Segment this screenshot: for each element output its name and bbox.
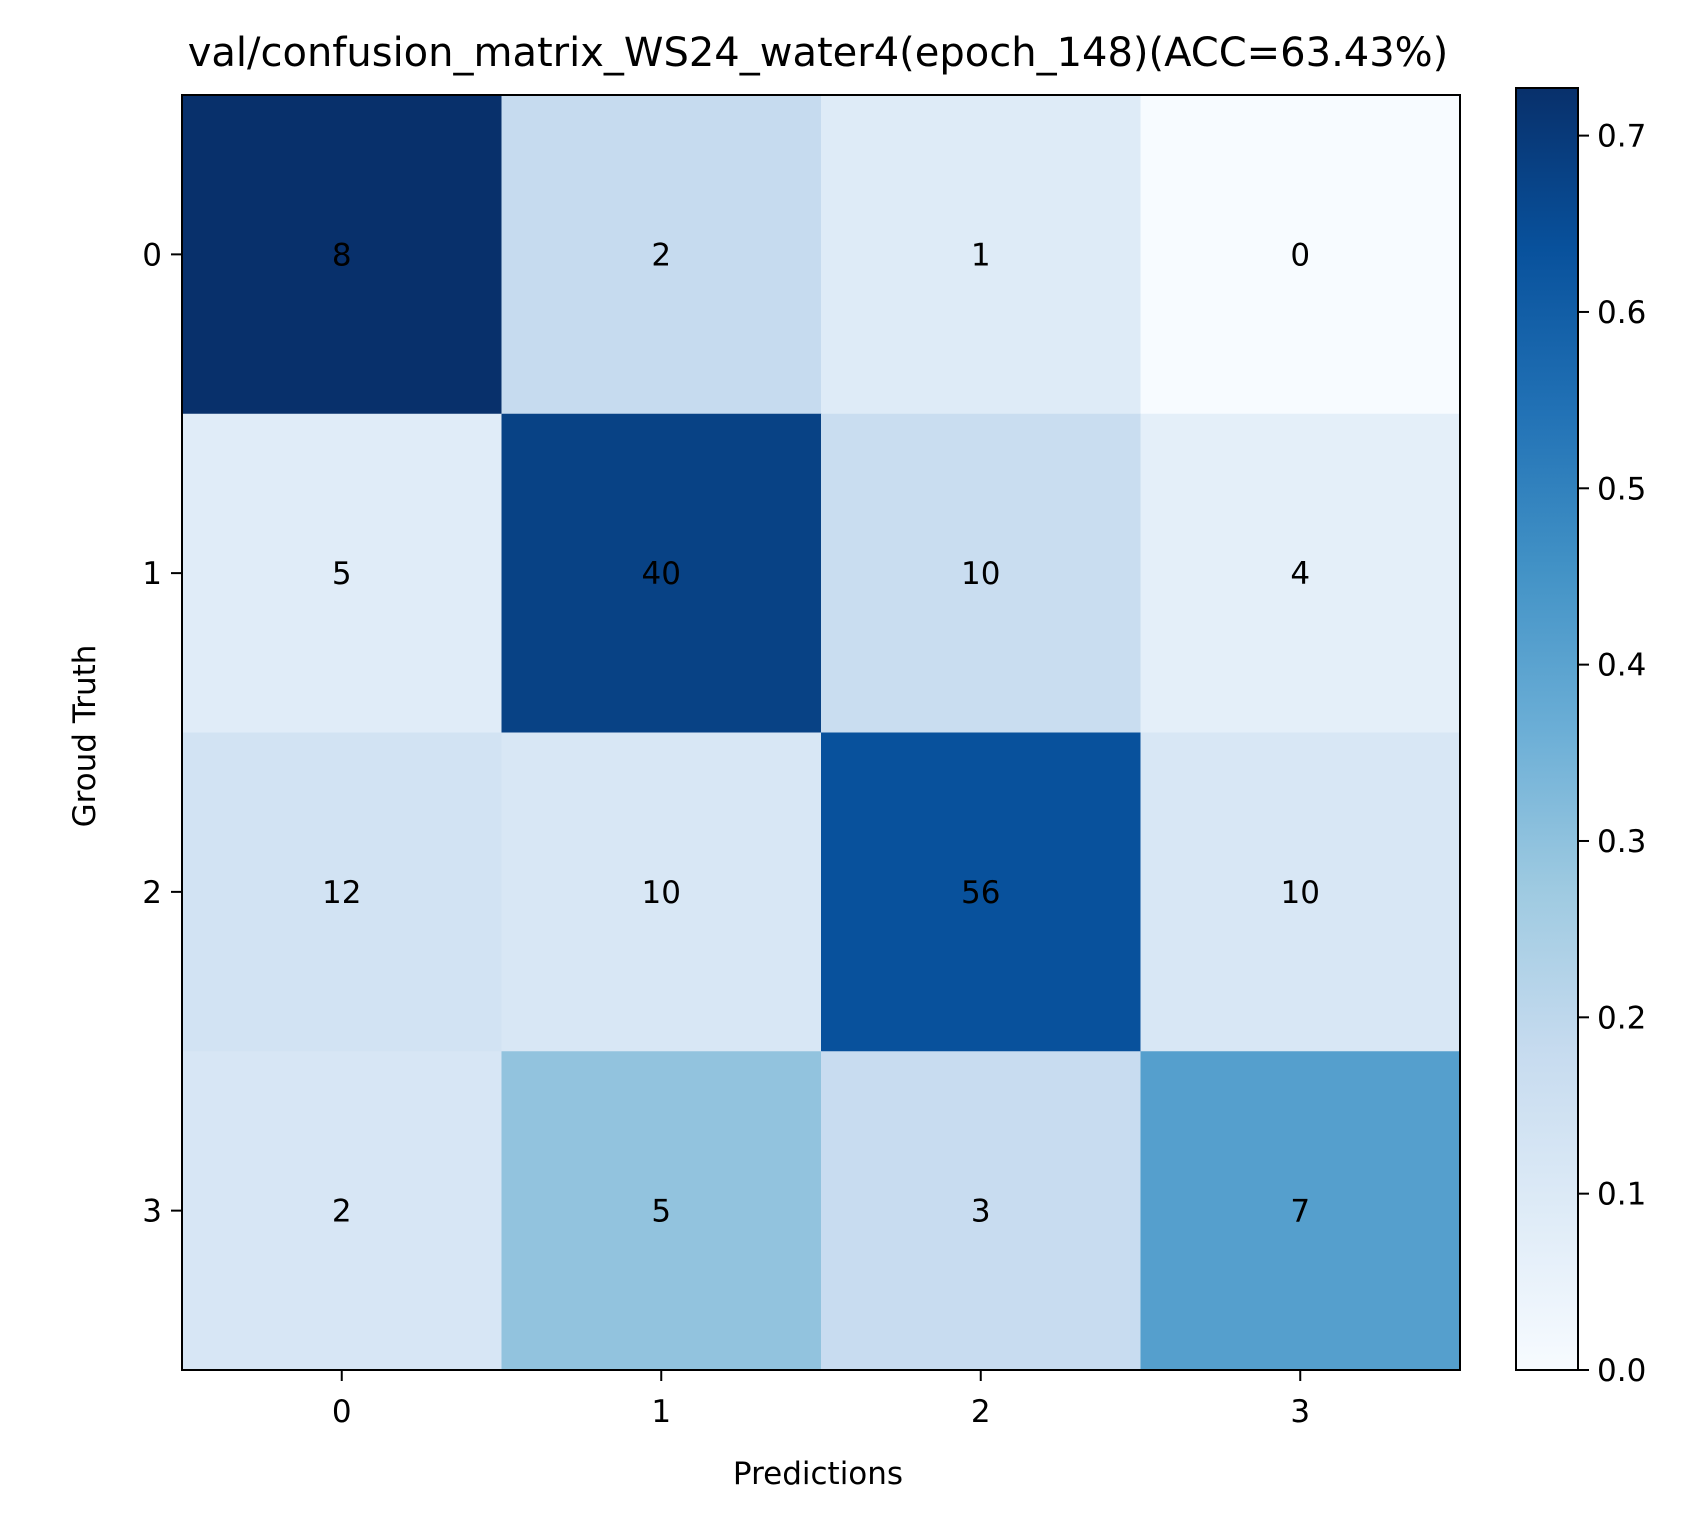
colorbar-ticks: 0.0 0.1 0.2 0.3 0.4 0.5 0.6 0.7 bbox=[1578, 119, 1646, 1389]
cell-value-r2-c3: 10 bbox=[1281, 875, 1320, 911]
heatmap-cell-r3-c1 bbox=[501, 1051, 822, 1371]
cell-value-r1-c2: 10 bbox=[961, 556, 1000, 592]
cell-value-r2-c1: 10 bbox=[642, 875, 681, 911]
y-axis-label: Groud Truth bbox=[67, 645, 103, 828]
heatmap-cell-r1-c0 bbox=[182, 413, 502, 733]
heatmap-cell-r2-c2 bbox=[821, 732, 1141, 1052]
x-tick-label-1: 1 bbox=[651, 1394, 671, 1430]
x-tick-label-0: 0 bbox=[332, 1394, 352, 1430]
chart-title: val/confusion_matrix_WS24_water4(epoch_1… bbox=[188, 30, 1449, 76]
heatmap-cell-r2-c3 bbox=[1140, 732, 1461, 1052]
colorbar-tick-label-5: 0.5 bbox=[1597, 471, 1646, 507]
heatmap-cell-r3-c0 bbox=[182, 1051, 502, 1371]
heatmap-cells bbox=[182, 95, 1461, 1371]
colorbar-tick-label-1: 0.1 bbox=[1597, 1177, 1646, 1213]
heatmap-cell-r1-c1 bbox=[501, 413, 822, 733]
x-axis-ticks: 0 1 2 3 bbox=[332, 1370, 1310, 1430]
cell-value-r1-c1: 40 bbox=[642, 556, 681, 592]
colorbar-tick-label-0: 0.0 bbox=[1597, 1353, 1646, 1389]
colorbar bbox=[1515, 87, 1579, 1371]
cell-value-r2-c2: 56 bbox=[961, 875, 1000, 911]
cell-value-r3-c1: 5 bbox=[651, 1194, 671, 1230]
heatmap-cell-r1-c2 bbox=[821, 413, 1141, 733]
heatmap-cell-r3-c3 bbox=[1140, 1051, 1461, 1371]
cell-value-r0-c1: 2 bbox=[651, 237, 671, 273]
cell-value-r0-c2: 1 bbox=[971, 237, 991, 273]
y-tick-label-0: 0 bbox=[142, 237, 162, 273]
colorbar-tick-label-3: 0.3 bbox=[1597, 824, 1646, 860]
x-tick-label-3: 3 bbox=[1290, 1394, 1310, 1430]
heatmap-cell-r0-c3 bbox=[1140, 95, 1461, 415]
cell-value-r3-c2: 3 bbox=[971, 1194, 991, 1230]
colorbar-tick-label-4: 0.4 bbox=[1597, 648, 1646, 684]
cell-value-r0-c0: 8 bbox=[332, 237, 352, 273]
heatmap-cell-r3-c2 bbox=[821, 1051, 1141, 1371]
cell-value-r3-c3: 7 bbox=[1290, 1194, 1310, 1230]
heatmap-cell-r2-c0 bbox=[182, 732, 502, 1052]
heatmap-cell-r0-c1 bbox=[501, 95, 822, 415]
x-tick-label-2: 2 bbox=[971, 1394, 991, 1430]
cell-value-r1-c3: 4 bbox=[1290, 556, 1310, 592]
y-tick-label-2: 2 bbox=[142, 875, 162, 911]
cell-value-r3-c0: 2 bbox=[332, 1194, 352, 1230]
cell-value-r0-c3: 0 bbox=[1290, 237, 1310, 273]
y-axis-ticks: 0 1 2 3 bbox=[142, 237, 182, 1230]
heatmap-cell-r2-c1 bbox=[501, 732, 822, 1052]
cell-value-r1-c0: 5 bbox=[332, 556, 352, 592]
heatmap-cell-r0-c0 bbox=[182, 95, 502, 415]
plot-frame bbox=[181, 94, 1461, 1371]
heatmap-cell-r1-c3 bbox=[1140, 413, 1461, 733]
heatmap-cell-r0-c2 bbox=[821, 95, 1141, 415]
colorbar-tick-label-7: 0.7 bbox=[1597, 119, 1646, 155]
colorbar-tick-label-2: 0.2 bbox=[1597, 1000, 1646, 1036]
heatmap-cell-labels: 8 2 1 05 40 10 412 10 56 102 5 3 7 bbox=[322, 237, 1320, 1229]
x-axis-label: Predictions bbox=[733, 1456, 903, 1492]
cell-value-r2-c0: 12 bbox=[322, 875, 361, 911]
colorbar-tick-label-6: 0.6 bbox=[1597, 295, 1646, 331]
y-tick-label-3: 3 bbox=[142, 1194, 162, 1230]
y-tick-label-1: 1 bbox=[142, 556, 162, 592]
